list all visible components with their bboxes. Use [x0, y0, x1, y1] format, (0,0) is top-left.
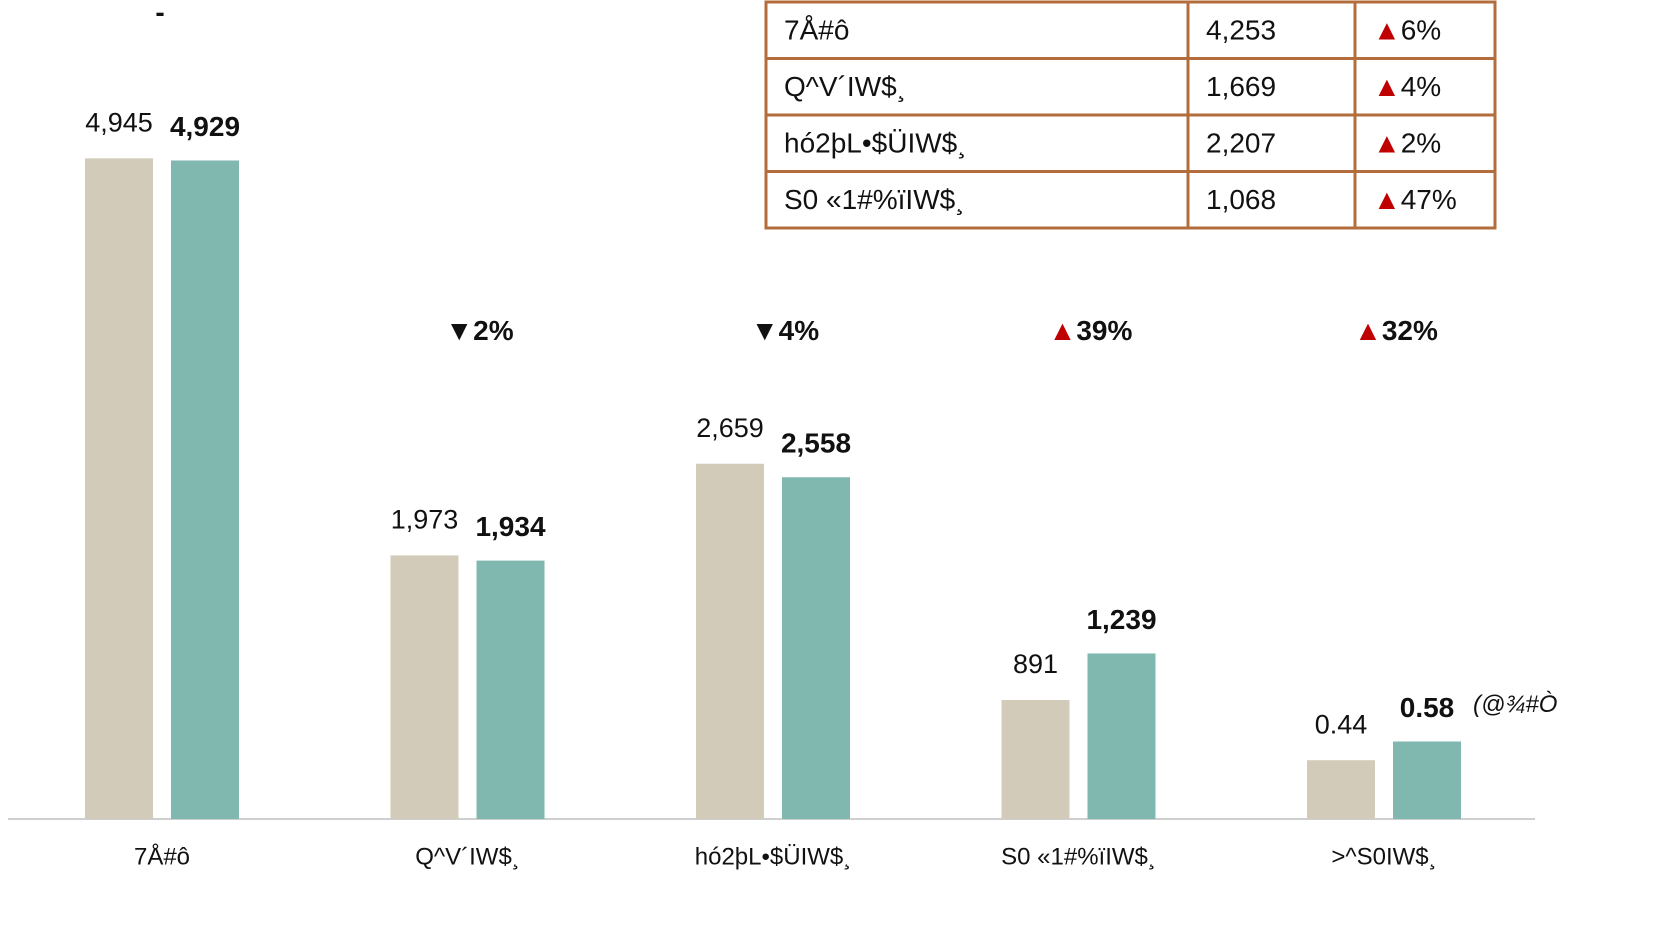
- table-name: Q^V´IW$¸: [784, 71, 906, 103]
- value-label: 891: [1013, 649, 1058, 679]
- x-tick-label: >^S0IW$¸: [1331, 843, 1436, 870]
- value-label: 2,659: [696, 413, 764, 443]
- bar: [1393, 741, 1461, 819]
- value-label: 4,929: [170, 111, 240, 142]
- x-tick-label: 7Å#ô: [134, 842, 190, 870]
- change-label: 2%: [1401, 128, 1441, 159]
- change-annotation: ▼2%: [445, 315, 513, 346]
- table-change: ▲2%: [1373, 128, 1441, 159]
- change-label: 39%: [1076, 315, 1132, 346]
- bar: [696, 463, 764, 819]
- table-change: ▲4%: [1373, 71, 1441, 102]
- bar: [1087, 653, 1156, 819]
- x-tick-label: Q^V´IW$¸: [415, 843, 520, 870]
- value-label: 4,945: [85, 107, 153, 137]
- summary-table: 7Å#ô 4,253 ▲6%Q^V´IW$¸ 1,669 ▲4%hó2þL•$ÜIW$¸…: [764, 0, 1497, 230]
- bar: [390, 555, 459, 819]
- x-tick-label: S0 «1#%ïIW$¸: [1001, 843, 1156, 870]
- change-arrow: ▲: [1373, 71, 1401, 102]
- change-arrow: ▼: [445, 315, 473, 346]
- value-label: 1,973: [391, 505, 459, 535]
- table-name: S0 «1#%ïIW$¸: [784, 184, 965, 216]
- table-value: 2,207: [1206, 128, 1276, 159]
- change-label: 2%: [473, 315, 514, 346]
- table-value: 1,068: [1206, 184, 1276, 215]
- unit-note: (@¾#Ò: [1473, 691, 1557, 718]
- change-arrow: ▲: [1049, 315, 1077, 346]
- change-arrow: ▲: [1373, 184, 1401, 215]
- x-tick-label: hó2þL•$ÜIW$¸: [695, 843, 851, 870]
- value-label: 2,558: [781, 428, 851, 459]
- table-change: ▲47%: [1373, 184, 1457, 215]
- table-name: hó2þL•$ÜIW$¸: [784, 128, 967, 160]
- change-label: 47%: [1401, 184, 1457, 215]
- table-change: ▲6%: [1373, 15, 1441, 46]
- bar: [85, 158, 153, 819]
- change-arrow: ▼: [751, 315, 779, 346]
- table-value: 1,669: [1206, 71, 1276, 102]
- table-value: 4,253: [1206, 15, 1276, 46]
- change-arrow: ▲: [1373, 128, 1401, 159]
- bar: [171, 160, 239, 819]
- change-arrow: ▲: [1354, 315, 1382, 346]
- note: -: [155, 0, 164, 27]
- change-annotation: ▲32%: [1354, 315, 1438, 346]
- change-arrow: ▲: [1373, 15, 1401, 46]
- bar: [1307, 760, 1375, 819]
- table-name: 7Å#ô: [784, 15, 849, 46]
- change-label: 6%: [1401, 15, 1441, 46]
- bar: [1001, 699, 1070, 819]
- bar: [782, 477, 850, 819]
- change-label: 32%: [1382, 315, 1438, 346]
- change-annotation: ▲39%: [1049, 315, 1133, 346]
- change-label: 4%: [779, 315, 820, 346]
- change-annotation: ▼4%: [751, 315, 819, 346]
- value-label: 0.58: [1400, 692, 1455, 723]
- value-label: 1,934: [475, 511, 545, 542]
- bar: [476, 560, 545, 819]
- value-label: 1,239: [1086, 604, 1156, 635]
- change-label: 4%: [1401, 71, 1441, 102]
- value-label: 0.44: [1315, 709, 1368, 739]
